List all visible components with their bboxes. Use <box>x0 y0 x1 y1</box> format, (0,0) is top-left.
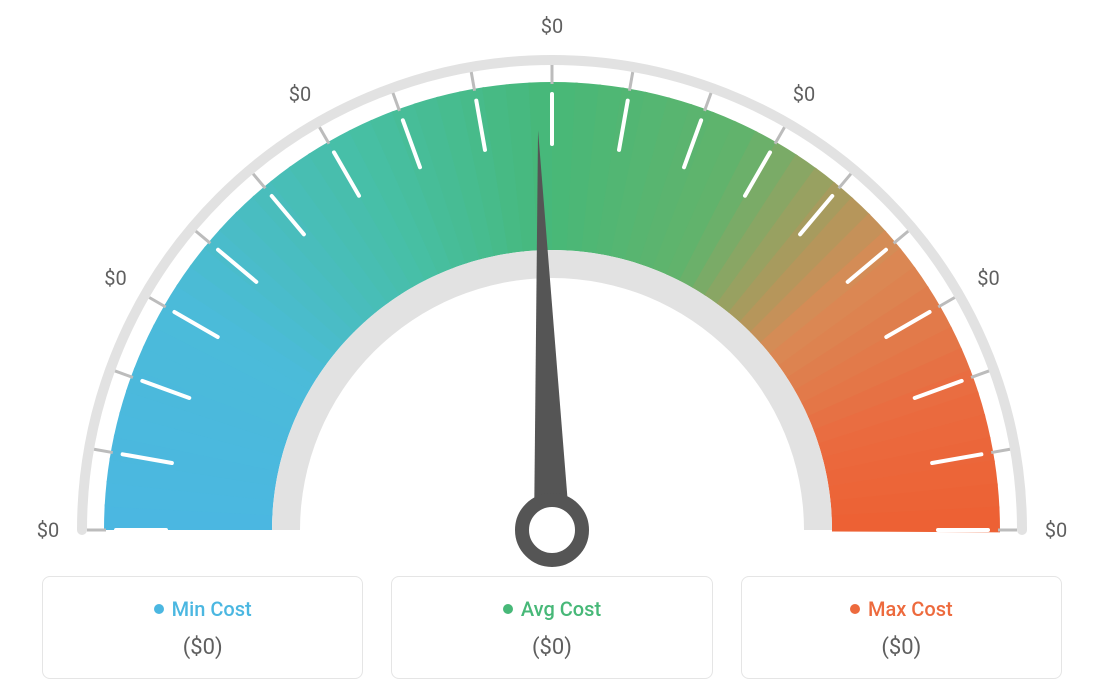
legend-card-avg: Avg Cost ($0) <box>391 576 712 679</box>
legend-card-max: Max Cost ($0) <box>741 576 1062 679</box>
gauge-tick-label: $0 <box>541 14 563 38</box>
legend-dot-avg <box>503 604 513 614</box>
legend-label-max: Max Cost <box>868 597 953 621</box>
legend-label-min: Min Cost <box>172 597 252 621</box>
legend-value-min: ($0) <box>53 635 352 660</box>
gauge-chart: $0 $0 $0 $0 $0 $0 $0 <box>22 10 1082 570</box>
legend-dot-max <box>850 604 860 614</box>
legend-top-max: Max Cost <box>752 597 1051 621</box>
legend-label-avg: Avg Cost <box>521 597 601 621</box>
gauge-tick-label: $0 <box>793 82 815 106</box>
gauge-tick-label: $0 <box>104 266 126 290</box>
legend-value-max: ($0) <box>752 635 1051 660</box>
legend-top-avg: Avg Cost <box>402 597 701 621</box>
gauge-tick-label: $0 <box>977 266 999 290</box>
gauge-tick-label: $0 <box>1045 518 1067 542</box>
legend-top-min: Min Cost <box>53 597 352 621</box>
legend-card-min: Min Cost ($0) <box>42 576 363 679</box>
legend-dot-min <box>154 604 164 614</box>
legend-row: Min Cost ($0) Avg Cost ($0) Max Cost ($0… <box>42 576 1062 679</box>
gauge-svg <box>22 10 1082 570</box>
gauge-tick-label: $0 <box>289 82 311 106</box>
legend-value-avg: ($0) <box>402 635 701 660</box>
gauge-tick-label: $0 <box>37 518 59 542</box>
